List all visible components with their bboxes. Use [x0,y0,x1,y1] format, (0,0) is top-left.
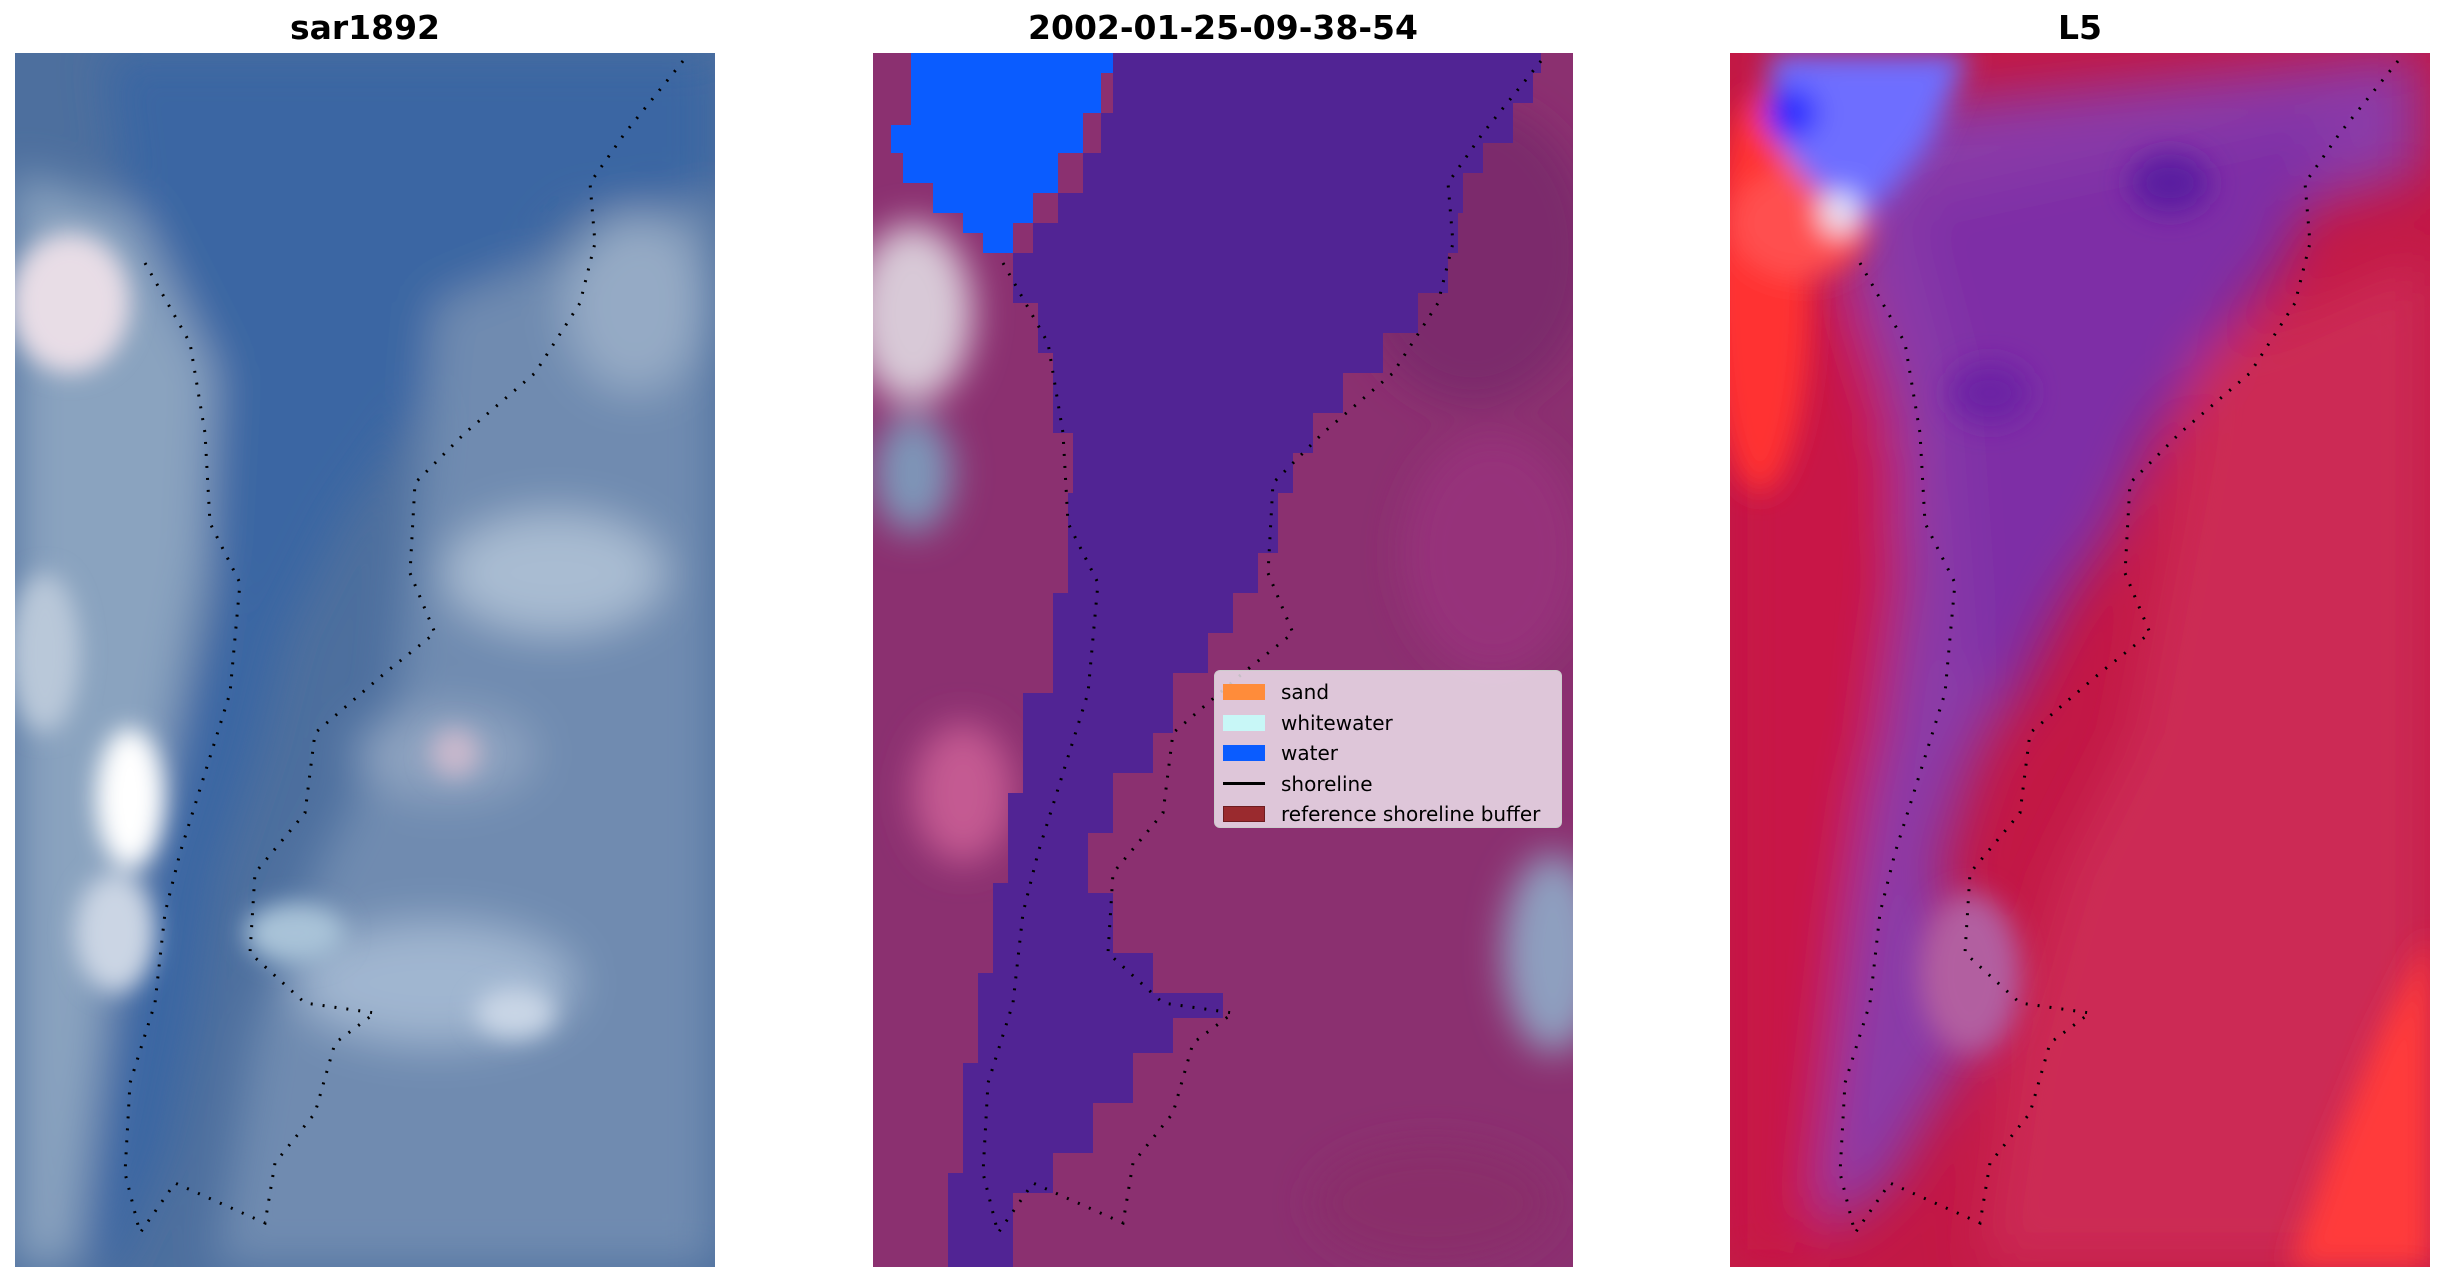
legend-swatch-whitewater [1223,714,1265,731]
legend-item-reference-shoreline-buffer: reference shoreline buffer [1223,799,1553,830]
legend-swatch-water [1223,745,1265,762]
panel-title: L5 [2058,8,2102,47]
panel-title: sar1892 [289,8,441,47]
legend: sand whitewater water shoreline referenc… [1214,670,1562,828]
legend-swatch-sand [1223,684,1265,701]
legend-label: water [1281,741,1338,766]
legend-item-shoreline: shoreline [1223,769,1553,800]
legend-line-shoreline [1223,782,1265,786]
l5-image [1730,53,2430,1267]
legend-item-whitewater: whitewater [1223,708,1553,739]
satellite-image [15,53,715,1267]
legend-label: reference shoreline buffer [1281,802,1541,827]
legend-label: whitewater [1281,710,1393,735]
panel-classification: 2002-01-25-09-38-54 [873,0,1573,1283]
panel-l5: L5 [1730,0,2430,1283]
legend-label: sand [1281,680,1330,705]
legend-label: shoreline [1281,771,1373,796]
legend-item-water: water [1223,738,1553,769]
legend-item-sand: sand [1223,677,1553,708]
panel-title: 2002-01-25-09-38-54 [1028,8,1418,47]
panel-satellite: sar1892 [15,0,715,1283]
legend-swatch-reference-shoreline-buffer [1223,806,1265,823]
classified-image [873,53,1573,1267]
